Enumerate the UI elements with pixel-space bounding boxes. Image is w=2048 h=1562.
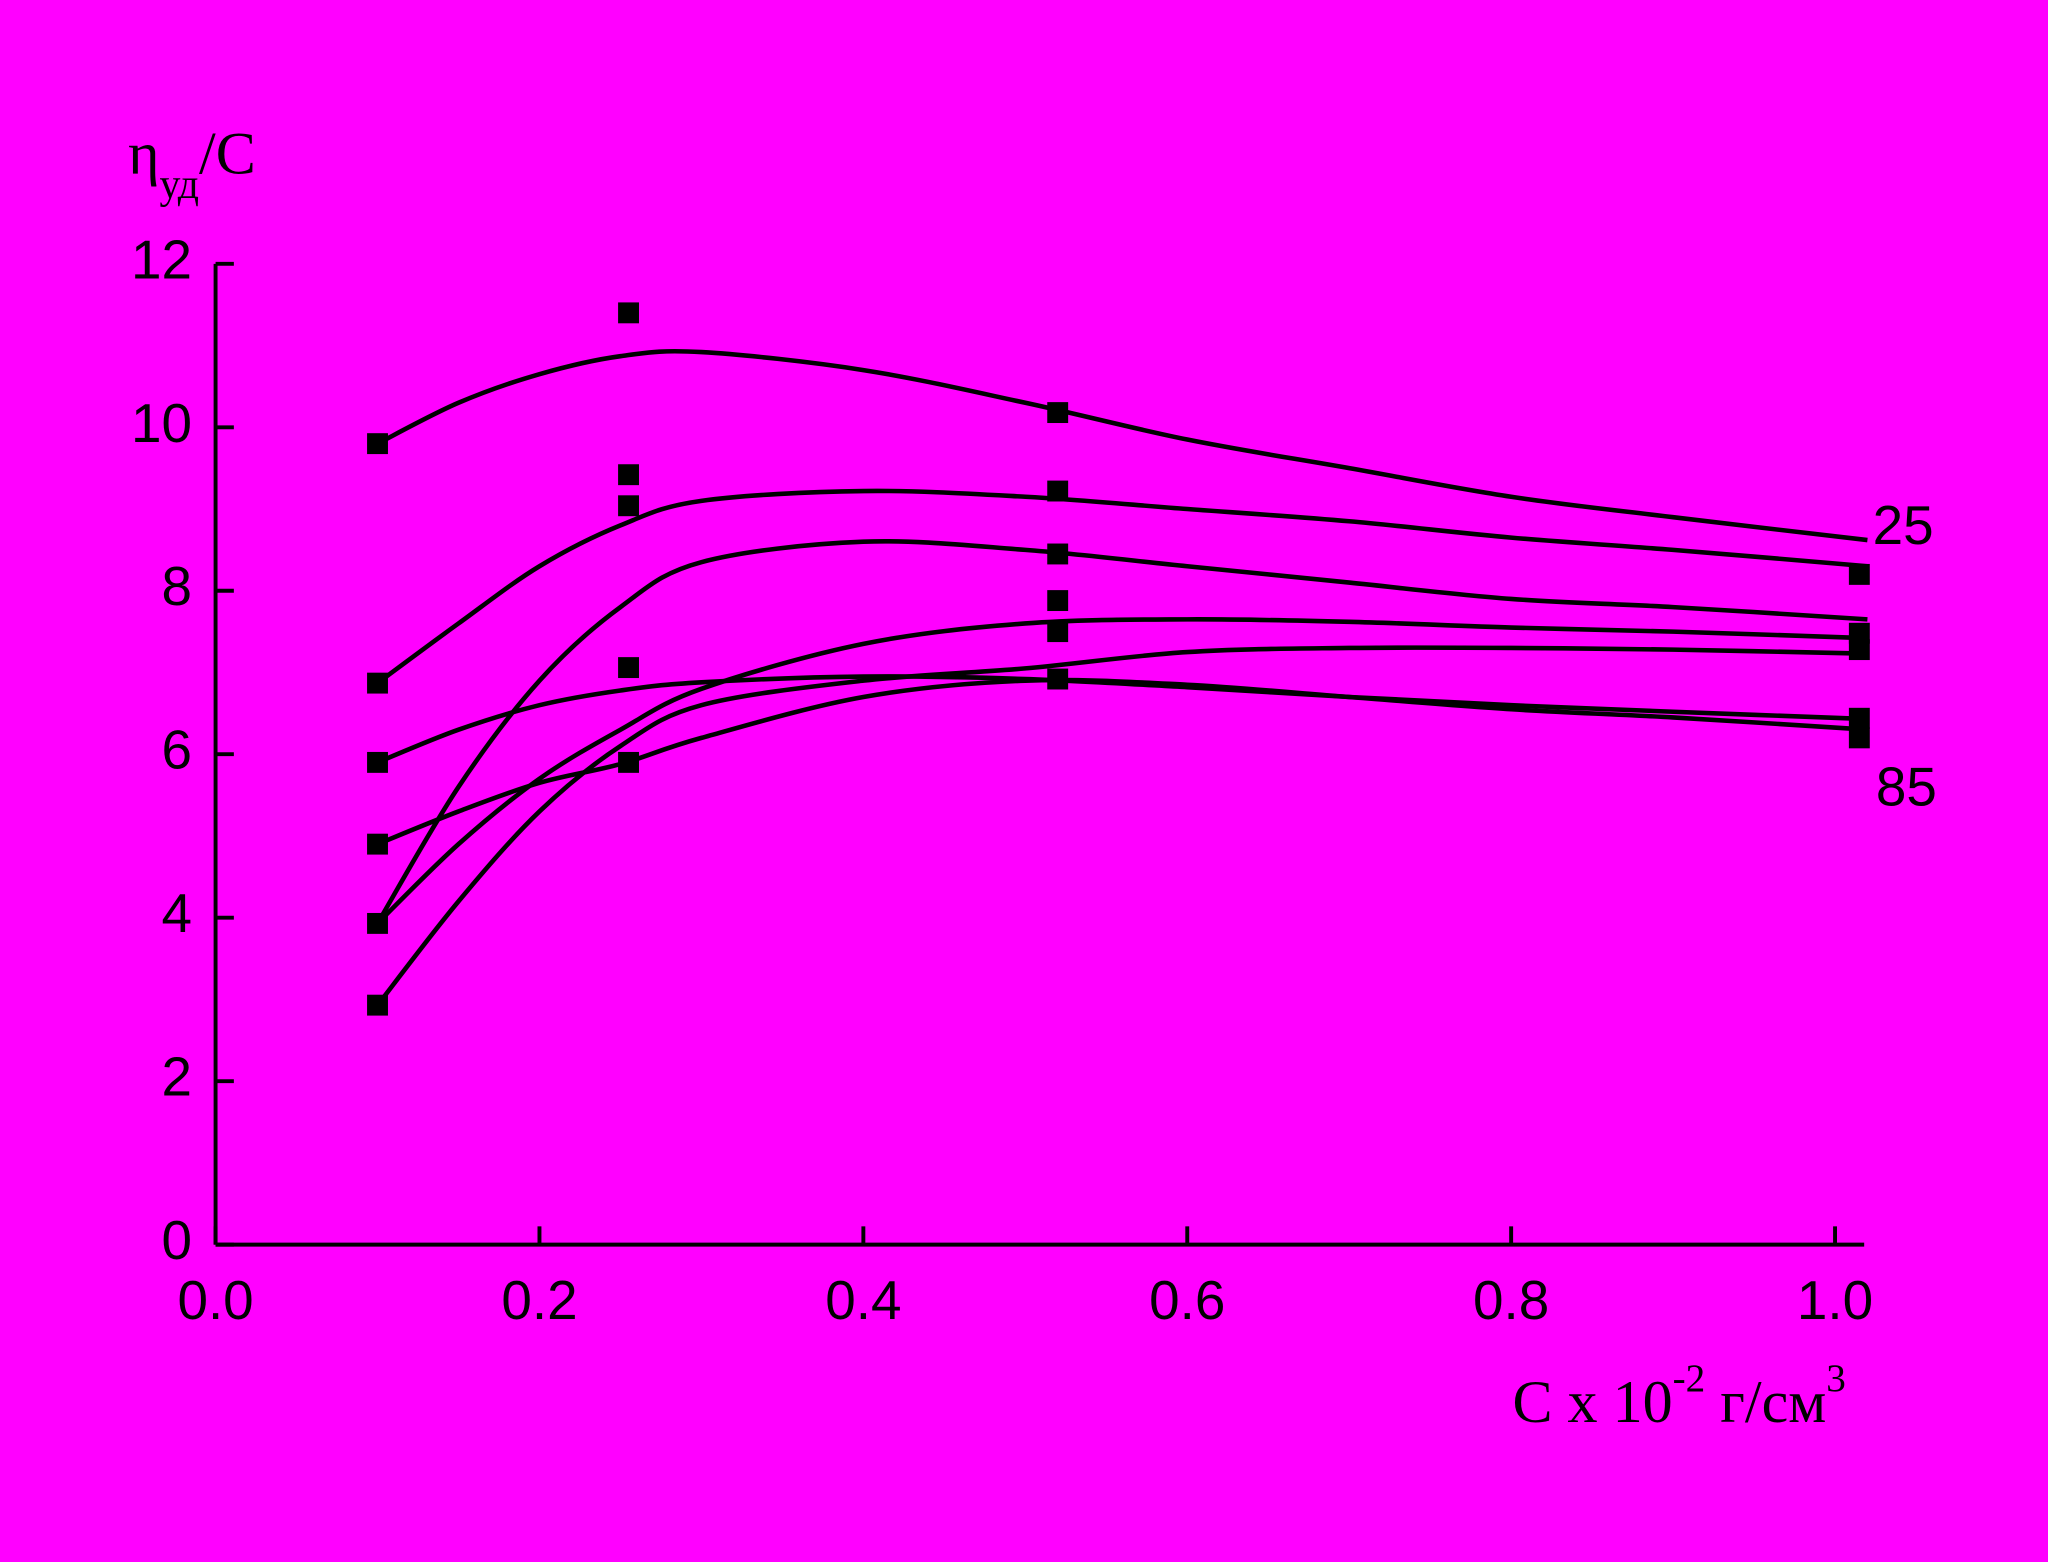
data-point (1848, 622, 1870, 644)
annotation: 85 (1876, 755, 1937, 817)
data-point (367, 912, 388, 934)
x-label-main: C x 10 (1512, 1368, 1672, 1435)
data-point (618, 302, 639, 324)
x-tick-label: 0.8 (1473, 1269, 1549, 1331)
curve (375, 645, 1868, 1007)
data-point (1047, 480, 1069, 502)
curve (375, 539, 1868, 925)
curve (376, 488, 1868, 685)
x-label-sup: 3 (1826, 1357, 1846, 1400)
data-point (618, 464, 639, 486)
data-point (1047, 402, 1069, 424)
curve (375, 617, 1868, 926)
curve (376, 348, 1868, 543)
data-point (1047, 590, 1069, 612)
y-tick-label: 0 (162, 1209, 193, 1271)
data-point (367, 833, 388, 855)
data-point (1848, 727, 1870, 749)
x-tick-label: 0.2 (501, 1269, 577, 1331)
x-tick-label: 0.4 (825, 1269, 901, 1331)
y-tick-label: 6 (162, 719, 193, 781)
data-point (1848, 639, 1870, 661)
x-axis-label: C x 10-2 г/см3 (1512, 1357, 1845, 1435)
x-label-sup: -2 (1673, 1357, 1706, 1400)
data-point (367, 433, 388, 455)
data-point (1047, 621, 1069, 643)
y-tick-label: 10 (131, 392, 192, 454)
x-label-mid: г/см (1705, 1368, 1826, 1435)
curve (376, 674, 1868, 765)
y-label-sub: уд (159, 162, 199, 208)
data-point (618, 657, 639, 679)
data-point (618, 495, 639, 517)
y-label-tail: /C (199, 119, 256, 186)
data-point (367, 751, 388, 773)
y-tick-label: 2 (162, 1046, 193, 1108)
data-point (1848, 563, 1870, 585)
data-point (1047, 668, 1069, 690)
x-tick-label: 0.0 (177, 1269, 253, 1331)
y-tick-label: 12 (131, 228, 192, 290)
data-point (618, 751, 639, 773)
data-point (367, 994, 388, 1016)
y-label-main: η (128, 119, 159, 186)
data-point (367, 672, 388, 694)
y-tick-label: 8 (162, 555, 193, 617)
x-tick-label: 1.0 (1797, 1269, 1873, 1331)
y-axis-label: ηуд/C (128, 119, 256, 208)
data-point (1047, 543, 1069, 565)
annotation: 25 (1873, 494, 1934, 556)
data-point (1848, 707, 1870, 729)
curve (376, 677, 1868, 847)
y-tick-label: 4 (162, 882, 193, 944)
x-tick-label: 0.6 (1149, 1269, 1225, 1331)
